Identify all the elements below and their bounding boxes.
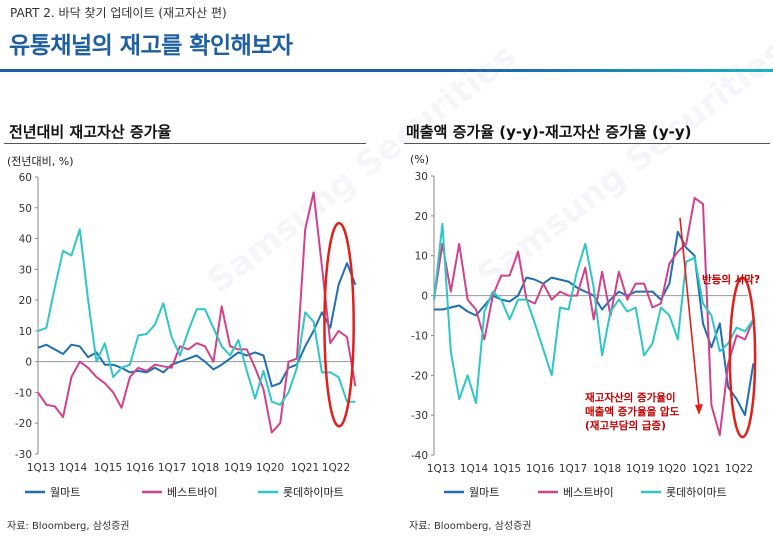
x-tick-label: 1Q14: [460, 463, 489, 475]
series-line-series-1: [37, 191, 357, 434]
x-tick-label: 1Q19: [224, 462, 252, 474]
highlight-ellipse: [728, 276, 757, 439]
legend-label: 베스트바이: [563, 486, 614, 499]
x-tick-label: 1Q16: [126, 462, 155, 474]
y-tick-label: 20: [415, 211, 428, 223]
source-note-right: 자료: Bloomberg, 삼성증권: [409, 521, 532, 532]
y-tick-label: 60: [19, 172, 32, 184]
x-tick-label: 1Q14: [59, 462, 88, 474]
y-tick-label: 0: [25, 357, 32, 369]
highlight-ellipse: [323, 221, 355, 428]
x-tick-label: 1Q22: [725, 463, 753, 475]
y-tick-label: 30: [415, 171, 428, 183]
legend-label: 월마트: [50, 486, 80, 499]
y-tick-label: -10: [411, 330, 428, 342]
x-tick-label: 1Q17: [158, 462, 186, 474]
y-tick-label: -30: [411, 410, 428, 422]
chart-title-left: 전년대비 재고자산 증가율: [9, 123, 172, 141]
series-line-series-0: [37, 262, 357, 388]
annotation-arrowhead: [695, 404, 703, 415]
series-line-series-1: [433, 196, 755, 437]
y-tick-label: -40: [411, 450, 428, 462]
x-tick-label: 1Q22: [322, 462, 350, 474]
y-tick-label: -20: [411, 370, 428, 382]
x-tick-label: 1Q19: [626, 463, 654, 475]
page-title: 유통채널의 재고를 확인해보자: [9, 33, 293, 59]
annotation-inventory-burden: (재고부담의 급증): [585, 419, 666, 432]
x-tick-label: 1Q21: [692, 463, 720, 475]
y-tick-label: -30: [15, 449, 32, 461]
x-tick-label: 1Q13: [427, 463, 455, 475]
x-tick-label: 1Q16: [526, 463, 555, 475]
y-tick-label: 10: [19, 326, 32, 338]
x-tick-label: 1Q15: [493, 463, 521, 475]
annotation-inventory-burden: 재고자산의 증가율이: [585, 391, 676, 404]
y-tick-label: 30: [19, 264, 32, 276]
x-tick-label: 1Q21: [291, 462, 319, 474]
y-tick-label: 20: [19, 295, 32, 307]
unit-label-right: (%): [410, 153, 430, 166]
x-tick-label: 1Q15: [94, 462, 122, 474]
title-underline: [0, 69, 773, 72]
x-tick-label: 1Q18: [593, 463, 621, 475]
y-tick-label: 40: [19, 234, 32, 246]
legend-label: 베스트바이: [167, 486, 218, 499]
legend-label: 롯데하이마트: [283, 485, 344, 499]
x-tick-label: 1Q17: [559, 463, 587, 475]
y-tick-label: -10: [15, 387, 32, 399]
x-tick-label: 1Q20: [256, 462, 284, 474]
x-tick-label: 1Q20: [658, 463, 686, 475]
annotation-arrow: [679, 217, 700, 409]
annotation-rebound: 반등의 서막?: [702, 273, 760, 286]
x-tick-label: 1Q13: [27, 462, 55, 474]
x-tick-label: 1Q18: [191, 462, 219, 474]
y-tick-label: -20: [15, 418, 32, 430]
part-label: PART 2. 바닥 찾기 업데이트 (재고자산 편): [10, 6, 227, 20]
chart-title-right: 매출액 증가율 (y-y)-재고자산 증가율 (y-y): [406, 123, 692, 141]
series-line-series-2: [433, 222, 755, 405]
source-note-left: 자료: Bloomberg, 삼성증권: [7, 521, 130, 532]
y-tick-label: 10: [415, 251, 428, 263]
y-tick-label: 50: [19, 203, 32, 215]
legend-label: 롯데하이마트: [666, 485, 727, 499]
annotation-inventory-burden: 매출액 증가율을 압도: [585, 405, 680, 418]
chart-title-rule-right: [404, 143, 770, 144]
legend-label: 월마트: [469, 486, 499, 499]
series-line-series-2: [37, 228, 356, 406]
chart-title-rule-left: [4, 143, 366, 144]
y-tick-label: 0: [421, 291, 428, 303]
unit-label-left: (전년대비, %): [7, 155, 74, 168]
